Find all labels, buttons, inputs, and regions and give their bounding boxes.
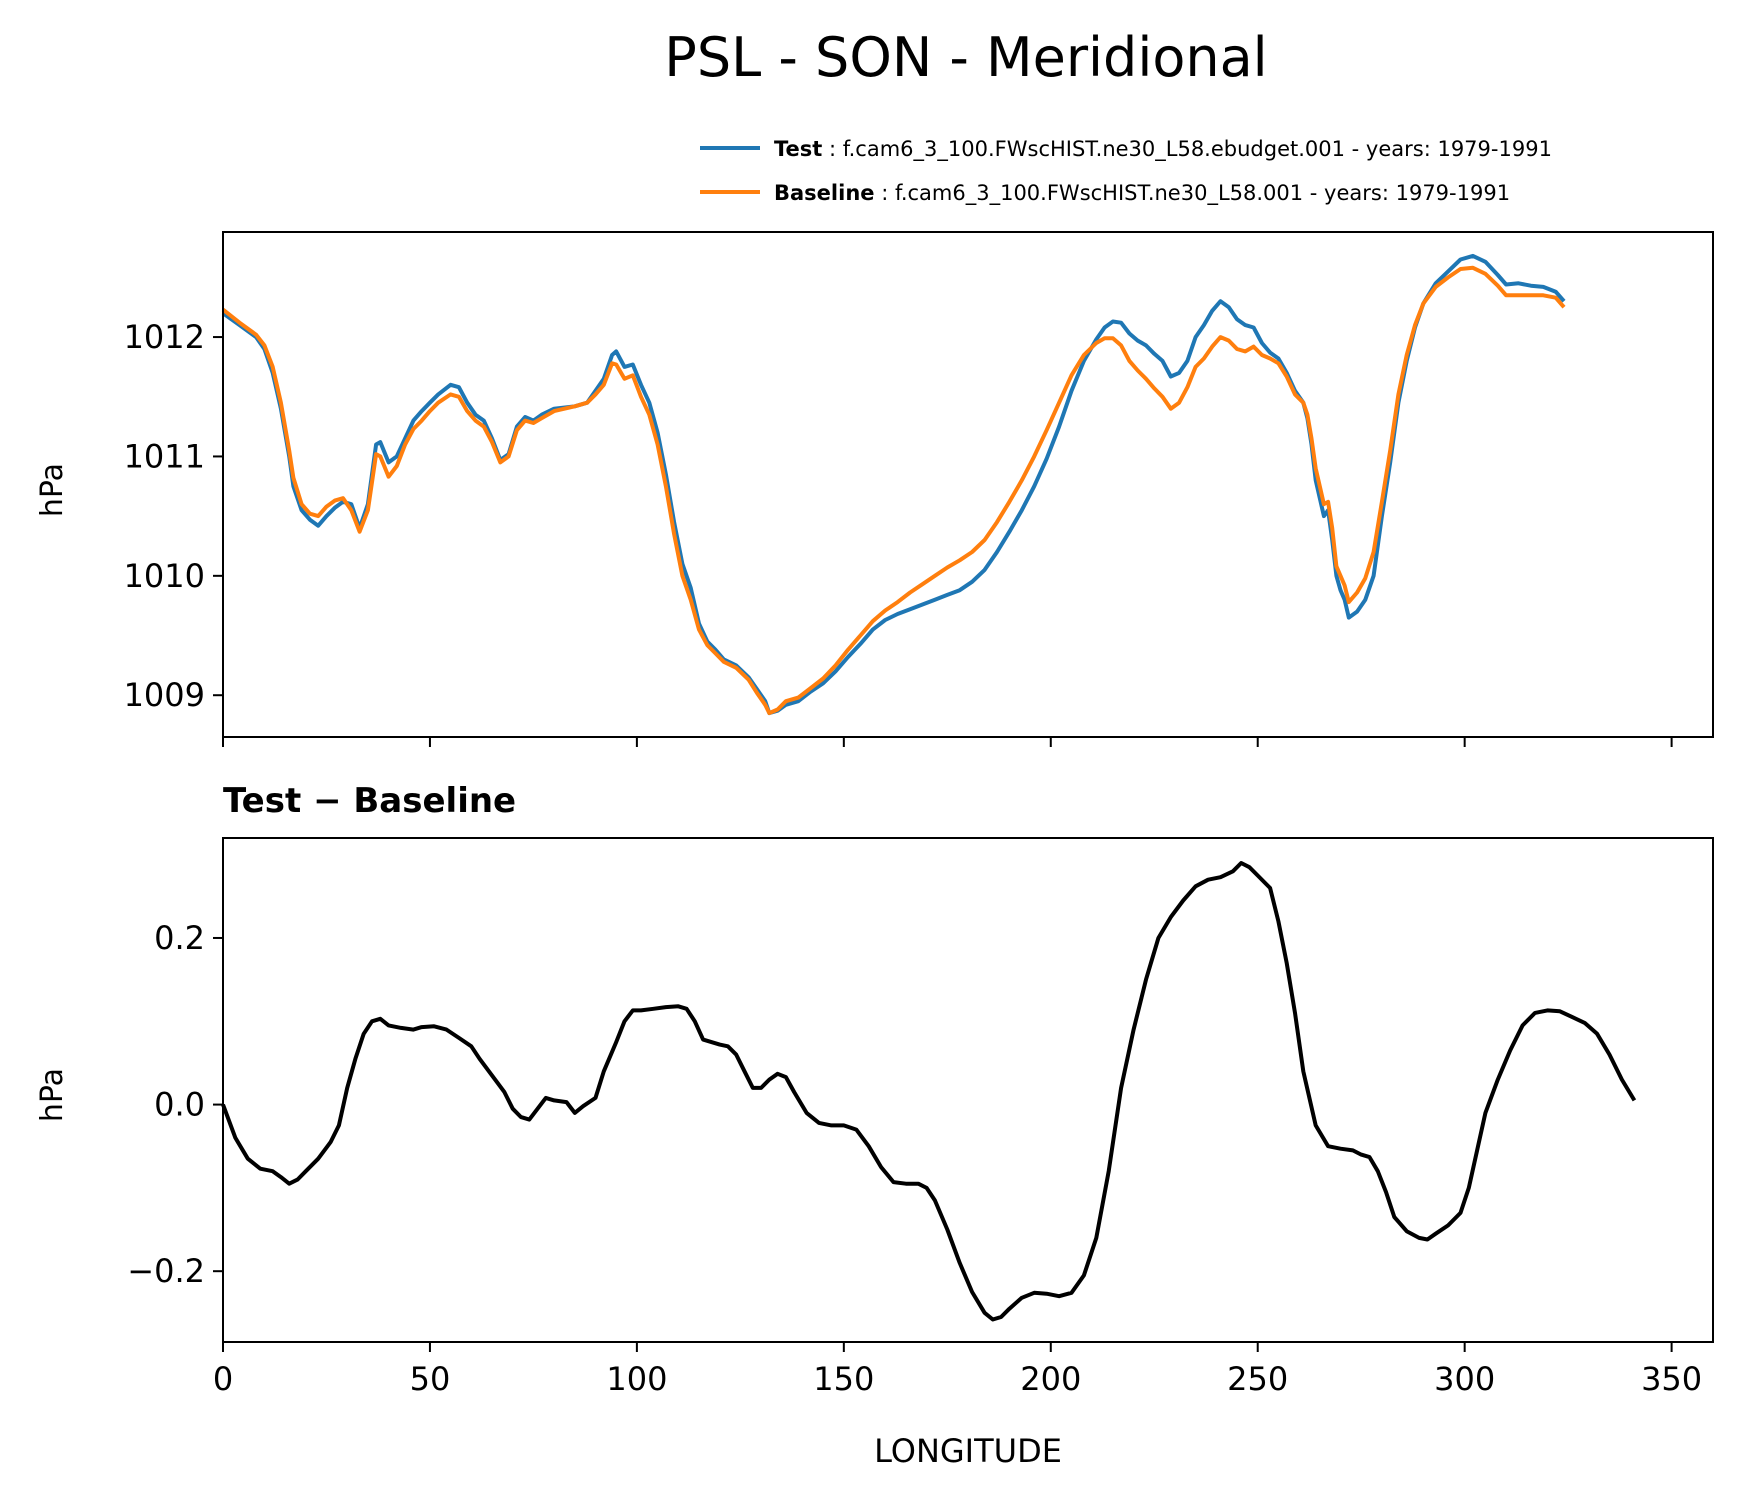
bottom-xlabel: LONGITUDE (874, 1432, 1062, 1470)
top-ytick-label: 1012 (124, 318, 205, 356)
bottom-plot-frame (222, 837, 1714, 1343)
top-ytick-label: 1011 (124, 437, 205, 475)
bottom-ytick-label: −0.2 (127, 1252, 205, 1290)
figure-title: PSL - SON - Meridional (664, 26, 1267, 89)
legend-test-label: Test : f.cam6_3_100.FWscHIST.ne30_L58.eb… (774, 137, 1552, 162)
bottom-panel-title: Test − Baseline (223, 781, 516, 821)
bottom-series (221, 861, 1637, 1322)
top-ylabel: hPa (35, 463, 70, 517)
bottom-xtick-label: 250 (1227, 1360, 1288, 1398)
top-ytick-label: 1010 (124, 557, 205, 595)
bottom-ticks: 0 50 100 150 200 250 300 350 −0.2 0.0 0.2 (127, 919, 1702, 1398)
bottom-xtick-label: 50 (410, 1360, 451, 1398)
top-ticks: 1009 1010 1011 1012 (124, 318, 1673, 747)
legend-baseline-bold: Baseline (774, 181, 875, 205)
bottom-ylabel: hPa (35, 1068, 70, 1122)
top-series-line-baseline (221, 265, 1566, 716)
legend-baseline-label: Baseline : f.cam6_3_100.FWscHIST.ne30_L5… (774, 181, 1510, 206)
legend-baseline-text: : f.cam6_3_100.FWscHIST.ne30_L58.001 - y… (881, 181, 1510, 206)
bottom-ytick-label: 0.0 (154, 1086, 205, 1124)
top-ytick-label: 1009 (124, 676, 205, 714)
bottom-xtick-label: 200 (1020, 1360, 1081, 1398)
top-series (221, 253, 1566, 716)
bottom-xtick-label: 100 (606, 1360, 667, 1398)
top-plot-frame (222, 231, 1714, 738)
top-series-line-test (221, 253, 1566, 716)
bottom-xtick-label: 0 (213, 1360, 233, 1398)
bottom-xtick-label: 150 (813, 1360, 874, 1398)
bottom-series-line-difference (221, 861, 1637, 1322)
top-panel: hPa 1009 1010 1011 1012 (35, 231, 1714, 747)
bottom-panel: Test − Baseline hPa LONGITUDE 0 50 100 150 2… (35, 781, 1714, 1470)
bottom-ytick-label: 0.2 (154, 919, 205, 957)
legend-test-text: : f.cam6_3_100.FWscHIST.ne30_L58.ebudget… (829, 137, 1552, 162)
legend: Test : f.cam6_3_100.FWscHIST.ne30_L58.eb… (700, 137, 1552, 206)
legend-test-bold: Test (774, 137, 822, 161)
bottom-xtick-label: 350 (1641, 1360, 1702, 1398)
bottom-xtick-label: 300 (1434, 1360, 1495, 1398)
